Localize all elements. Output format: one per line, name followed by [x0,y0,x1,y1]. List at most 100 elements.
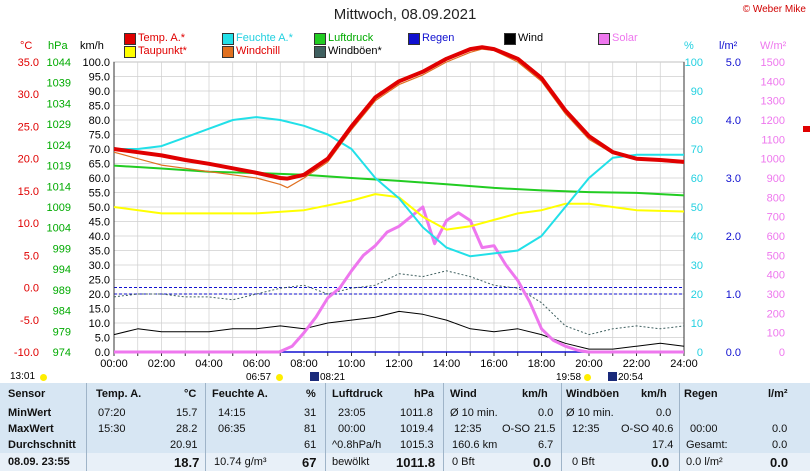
rain-tick-label: 2.0 [726,231,741,243]
x-tick-label: 16:00 [480,358,508,370]
legend-swatch [222,33,234,45]
legend-item-4: Wind [504,32,600,45]
temp-tick-label: 35.0 [18,57,39,69]
wind-tick-label: 85.0 [89,101,110,113]
stats-gust-max-time: 12:35 [572,423,600,435]
stats-press-min-value: 1011.8 [400,407,433,419]
x-tick-label: 22:00 [623,358,651,370]
stats-rain-total-label: Gesamt: [686,439,728,451]
x-tick-label: 02:00 [148,358,176,370]
series-line-solar [114,205,684,354]
solar-tick-label: 1500 [761,57,785,69]
wind-tick-label: 15.0 [89,304,110,316]
pressure-tick-label: 1009 [47,202,71,214]
wind-tick-label: 55.0 [89,188,110,200]
stats-hum-avg-value: 61 [304,439,317,451]
pressure-tick-label: 1024 [47,140,71,152]
temp-tick-label: 30.0 [18,89,39,101]
legend-label: Windchill [236,45,281,57]
stats-wind-max-value: 21.5 [534,423,556,435]
pressure-tick-label: 1019 [47,161,71,173]
solar-tick-label: 800 [767,192,785,204]
wind-tick-label: 50.0 [89,202,110,214]
moon-icon [310,372,319,381]
stats-press-max-time: 00:00 [338,423,366,435]
legend-label: Taupunkt* [138,45,187,57]
humidity-tick-label: 50 [691,202,703,214]
wind-tick-label: 80.0 [89,115,110,127]
legend-swatch [598,33,610,45]
wind-unit-label: km/h [80,40,104,52]
stats-gust-beaufort: 0 Bft [572,456,595,468]
series-line-feuchte-a [114,116,684,258]
wind-tick-label: 35.0 [89,246,110,258]
series-line-windb-en [113,270,685,336]
temp-tick-label: -10.0 [14,347,39,359]
humidity-tick-label: 20 [691,289,703,301]
moonset-icon [608,372,617,381]
temp-unit-label: °C [20,40,33,52]
solar-tick-label: 600 [767,231,785,243]
humidity-tick-label: 0 [697,347,703,359]
stats-rain-max-value: 0.0 [772,423,788,435]
humidity-tick-label: 90 [691,86,703,98]
x-tick-label: 06:00 [243,358,271,370]
pressure-tick-label: 979 [53,326,71,338]
humidity-tick-label: 80 [691,115,703,127]
solar-tick-label: 0 [779,347,785,359]
legend-label: Temp. A.* [138,32,186,44]
stats-gust-max-direction: O-SO [621,423,650,435]
humidity-unit-label: % [684,40,694,52]
stats-hum-absolute: 10.74 g/m³ [214,456,267,468]
humidity-tick-label: 10 [691,318,703,330]
stats-press-current-value: 1011.8 [396,455,436,470]
humidity-tick-label: 70 [691,144,703,156]
legend-swatch [408,33,420,45]
pressure-tick-label: 999 [53,243,71,255]
stats-hum-current-value: 67 [302,455,317,470]
credit-label[interactable]: © Weber Mike [742,4,806,15]
stats-wind-avg-value: 6.7 [538,439,554,451]
stats-hum-max-time: 06:35 [218,423,246,435]
pressure-tick-label: 989 [53,285,71,297]
series-line-taupunkt [113,193,685,231]
wind-tick-label: 70.0 [89,144,110,156]
left-time-label: 13:01 [10,371,36,382]
rain-tick-label: 4.0 [726,115,741,127]
humidity-tick-label: 40 [691,231,703,243]
stats-temp-min-time: 07:20 [98,407,126,419]
stats-current-label: 08.09. 23:55 [8,456,70,468]
temp-tick-label: -5.0 [20,315,39,327]
wind-tick-label: 5.0 [95,333,110,345]
temp-tick-label: 25.0 [18,121,39,133]
stats-table: Sensor MinWert MaxWert Durchschnitt 08.0… [0,383,810,471]
sun-icon [40,374,47,381]
rain-unit-label: l/m² [719,40,738,52]
wind-tick-label: 60.0 [89,173,110,185]
wind-tick-label: 95.0 [89,72,110,84]
dusk-time-label: 20:54 [618,372,644,383]
weather-chart: 35.0 30.0 25.0 20.0 15.0 10.0 5.0 0.0 -5.0 -10.0 1… [14,45,810,370]
stats-gust-avg10-label: Ø 10 min. [566,407,614,419]
x-tick-label: 14:00 [433,358,461,370]
temp-tick-label: 0.0 [24,283,39,295]
legend-item-0: Temp. A.* [124,32,220,45]
x-tick-label: 10:00 [338,358,366,370]
stats-gust-avg10-value: 0.0 [656,407,672,419]
stats-wind-max-direction: O-SO [502,423,531,435]
chart-title: Mittwoch, 08.09.2021 [333,6,477,23]
sunset-time-label: 19:58 [556,372,582,383]
humidity-tick-label: 60 [691,173,703,185]
solar-tick-label: 1300 [761,96,785,108]
stats-gust-header: Windböen [566,388,620,400]
legend-item-2: Luftdruck [314,32,410,45]
solar-tick-label: 100 [767,328,785,340]
solar-tick-label: 700 [767,212,785,224]
legend-swatch [124,46,136,58]
stats-temp-header: Temp. A. [96,388,142,400]
legend-label: Solar [612,32,638,44]
legend-swatch [504,33,516,45]
solar-tick-label: 300 [767,289,785,301]
stats-temp-unit: °C [184,388,197,400]
wind-tick-label: 65.0 [89,159,110,171]
